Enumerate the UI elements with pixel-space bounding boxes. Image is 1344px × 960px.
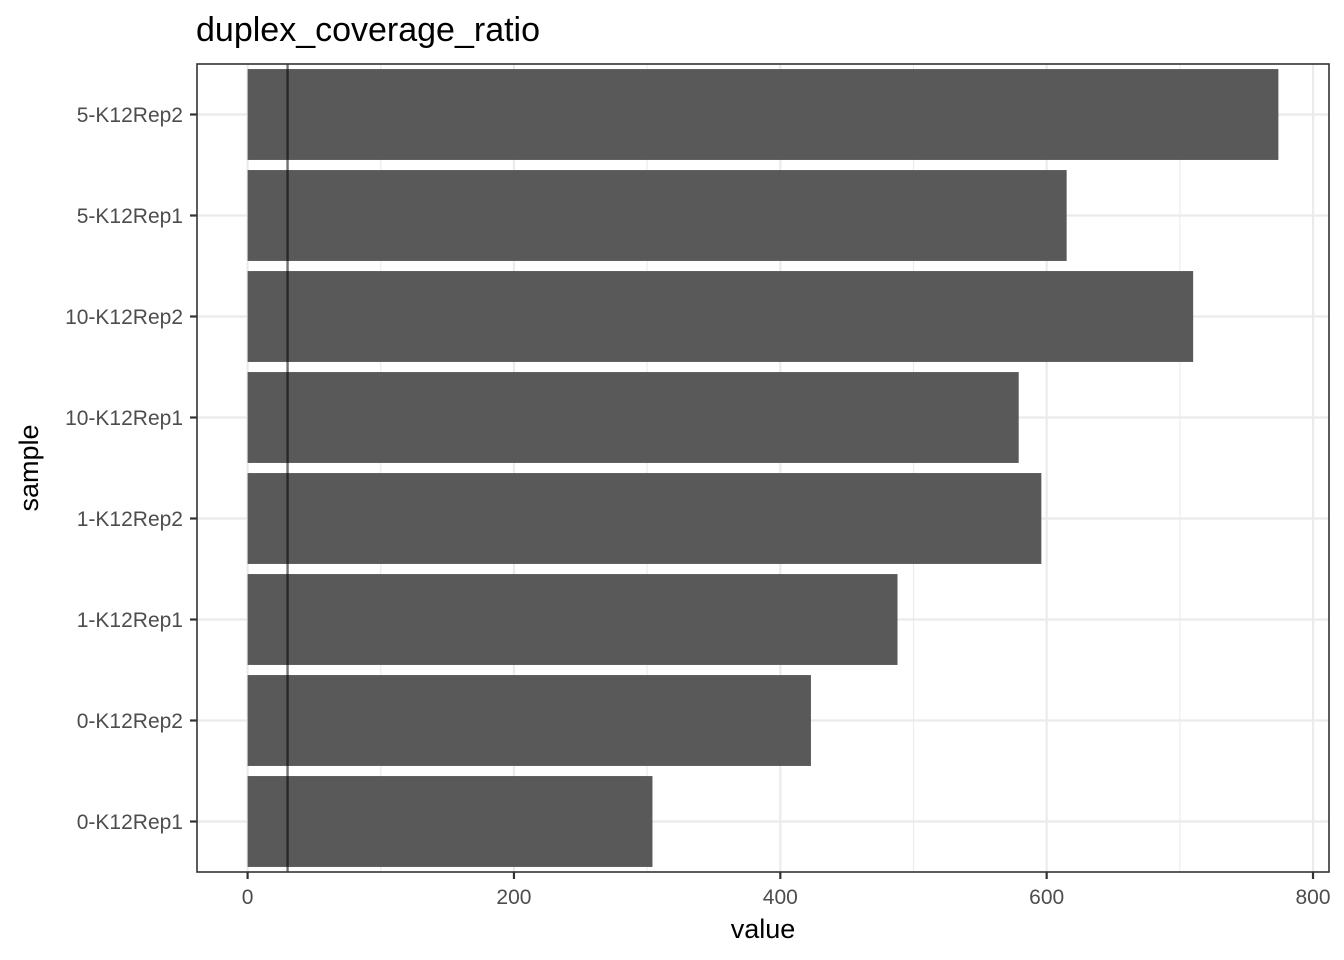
y-tick-label: 5-K12Rep1 <box>77 205 183 228</box>
y-tick-label: 1-K12Rep1 <box>77 609 183 632</box>
y-tick-label: 5-K12Rep2 <box>77 104 183 127</box>
x-axis-title: value <box>731 914 796 944</box>
y-tick-label: 0-K12Rep1 <box>77 811 183 834</box>
x-tick-label: 600 <box>1029 886 1064 909</box>
bars <box>247 69 1279 867</box>
x-tick-label: 200 <box>496 886 531 909</box>
y-tick-label: 1-K12Rep2 <box>77 508 183 531</box>
y-tick-label: 0-K12Rep2 <box>77 710 183 733</box>
y-tick-label: 10-K12Rep2 <box>65 306 183 329</box>
y-axis-title: sample <box>14 424 44 511</box>
y-axis: 0-K12Rep1 0-K12Rep2 1-K12Rep1 1-K12Rep2 10-K… <box>65 104 197 834</box>
x-tick-label: 800 <box>1295 886 1330 909</box>
bar-5-K12Rep1 <box>247 170 1067 261</box>
x-axis: 0 200 400 600 800 <box>242 872 1331 909</box>
bar-10-K12Rep2 <box>247 271 1194 362</box>
x-tick-label: 400 <box>763 886 798 909</box>
panel-border <box>196 63 1330 873</box>
y-tick-label: 10-K12Rep1 <box>65 407 183 430</box>
bar-1-K12Rep2 <box>247 473 1042 564</box>
bar-10-K12Rep1 <box>247 372 1019 463</box>
bar-5-K12Rep2 <box>247 69 1279 160</box>
x-tick-label: 0 <box>242 886 254 909</box>
bar-0-K12Rep1 <box>247 776 653 867</box>
bar-1-K12Rep1 <box>247 574 898 665</box>
bar-0-K12Rep2 <box>247 675 811 766</box>
chart-title: duplex_coverage_ratio <box>196 11 540 49</box>
